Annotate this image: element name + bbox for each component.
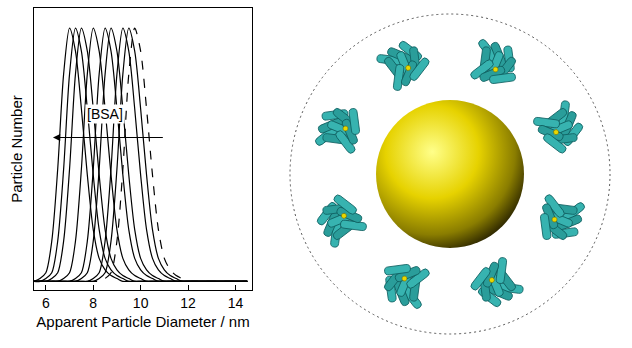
svg-text:12: 12 <box>180 295 196 311</box>
svg-text:Apparent Particle Diameter / n: Apparent Particle Diameter / nm <box>36 313 249 330</box>
svg-text:[BSA]: [BSA] <box>87 106 123 122</box>
svg-text:Particle Number: Particle Number <box>8 95 25 203</box>
svg-text:6: 6 <box>42 295 50 311</box>
svg-text:14: 14 <box>228 295 244 311</box>
svg-text:8: 8 <box>89 295 97 311</box>
svg-text:10: 10 <box>133 295 149 311</box>
